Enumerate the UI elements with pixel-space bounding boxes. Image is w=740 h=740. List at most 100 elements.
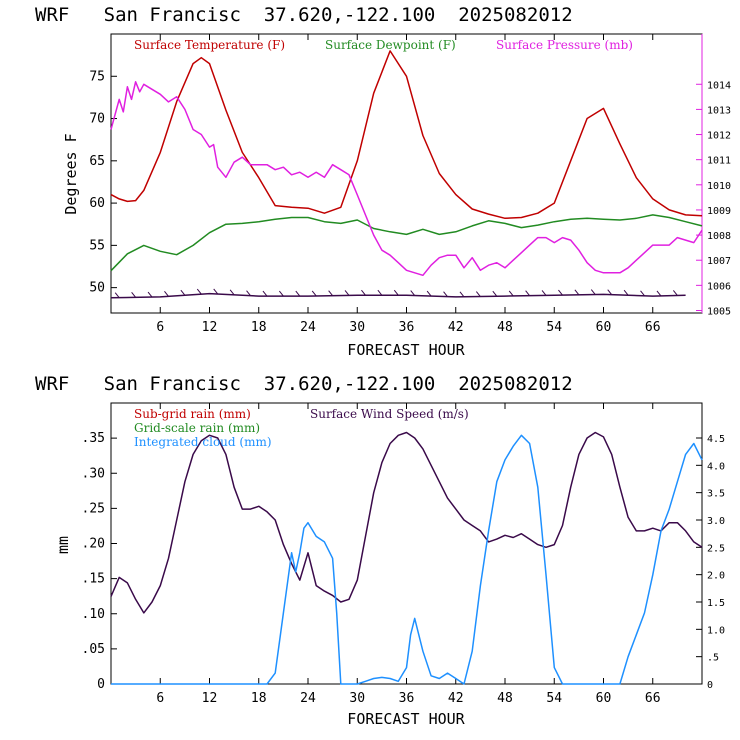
chart2-series <box>110 431 703 685</box>
y2-tick-label: 1006 <box>707 281 731 292</box>
wind-barb <box>361 289 366 296</box>
y2-tick-label: 0 <box>707 680 713 691</box>
y-tick-label: 65 <box>89 154 105 169</box>
y2-tick-label: 1007 <box>707 256 731 267</box>
chart1-series <box>110 50 703 299</box>
series-line-surface-temperature-f <box>110 50 703 220</box>
wind-barb <box>147 291 153 298</box>
x-tick-label: 66 <box>645 691 661 706</box>
y-tick-label: .25 <box>82 501 105 516</box>
wind-barb <box>229 289 235 296</box>
y2-tick-label: 1011 <box>707 156 731 167</box>
legend-grid-scale-rain: Grid-scale rain (mm) <box>134 421 260 435</box>
y2-tick-label: 1008 <box>707 231 731 242</box>
wind-barb <box>377 289 383 296</box>
legend-surface-wind-speed: Surface Wind Speed (m/s) <box>310 407 469 421</box>
wind-barb <box>541 290 547 296</box>
y-tick-label: 70 <box>89 112 105 127</box>
wind-barb <box>656 290 662 297</box>
x-tick-label: 12 <box>202 320 218 335</box>
y-tick-label: 60 <box>89 196 105 211</box>
y2-tick-label: 1010 <box>707 181 731 192</box>
y2-tick-label: 3.5 <box>707 489 725 500</box>
chart1-x-axis-label: FORECAST HOUR <box>347 341 465 359</box>
wind-barb <box>196 288 202 295</box>
x-tick-label: 42 <box>448 691 464 706</box>
chart1-y2-ticks: 1005 1006 1007 1008 1009 1010 1011 1012 1013 1014 <box>696 80 731 317</box>
precipitation-chart: WRF San Francisc 37.620,-122.100 2025082… <box>35 373 725 728</box>
y-tick-label: 50 <box>89 281 105 296</box>
chart2-y2-ticks: 0 .5 1.0 1.5 2.0 2.5 3.0 3.5 4.0 4.5 <box>696 434 725 691</box>
y-tick-label: .10 <box>82 607 105 622</box>
wind-barb <box>262 290 268 297</box>
wind-barb <box>672 290 678 296</box>
wind-barb <box>426 290 432 297</box>
y2-tick-label: 1013 <box>707 105 731 116</box>
wind-barb <box>443 291 448 297</box>
y-tick-label: 55 <box>89 238 105 253</box>
x-tick-label: 48 <box>497 691 513 706</box>
chart1-y-axis-label: Degrees F <box>62 133 80 214</box>
wind-barb <box>393 289 399 296</box>
wind-barb <box>525 290 531 296</box>
wind-barb <box>574 289 580 296</box>
wind-barb <box>180 289 186 296</box>
y-tick-label: .15 <box>82 572 105 587</box>
wind-barb <box>459 291 465 298</box>
wind-barb <box>344 290 350 296</box>
y2-tick-label: .5 <box>707 653 719 664</box>
wind-barb <box>114 292 120 298</box>
y2-tick-label: 1009 <box>707 206 731 217</box>
series-wind-barb-line <box>110 292 686 299</box>
legend-surface-dewpoint: Surface Dewpoint (F) <box>325 38 456 52</box>
y2-tick-label: 3.0 <box>707 516 725 527</box>
legend-sub-grid-rain: Sub-grid rain (mm) <box>134 407 251 421</box>
wind-barb <box>590 289 596 295</box>
chart2-title: WRF San Francisc 37.620,-122.100 2025082… <box>35 373 573 395</box>
chart2-y-ticks: 0 .05 .10 .15 .20 .25 .30 .35 <box>82 431 117 692</box>
chart1-y-ticks: 50 55 60 65 70 75 <box>89 69 117 296</box>
chart1-x-ticks: 6 12 18 24 30 36 42 48 54 60 66 <box>156 34 661 335</box>
y2-tick-label: 2.5 <box>707 543 725 554</box>
x-tick-label: 18 <box>251 320 267 335</box>
series-line-integrated-cloud-mm <box>111 434 703 685</box>
wind-barb <box>492 290 498 297</box>
y2-tick-label: 4.5 <box>707 434 725 445</box>
wind-barb <box>295 290 301 297</box>
chart2-x-ticks: 6 12 18 24 30 36 42 48 54 60 66 <box>156 403 661 706</box>
chart2-x-axis-label: FORECAST HOUR <box>347 710 465 728</box>
wind-barb <box>558 289 563 296</box>
x-tick-label: 54 <box>546 691 562 706</box>
wind-barb <box>131 292 137 298</box>
x-tick-label: 6 <box>156 691 164 706</box>
x-tick-label: 18 <box>251 691 267 706</box>
wind-barb <box>213 288 219 295</box>
series-line-surface-pressure-mb <box>110 81 703 277</box>
x-tick-label: 60 <box>596 691 612 706</box>
x-tick-label: 30 <box>349 691 365 706</box>
x-tick-label: 24 <box>300 320 316 335</box>
x-tick-label: 54 <box>546 320 562 335</box>
y2-tick-label: 1.0 <box>707 625 725 636</box>
y2-tick-label: 2.0 <box>707 571 725 582</box>
y-tick-label: .35 <box>82 431 105 446</box>
wind-barb <box>508 290 514 297</box>
legend-surface-temperature: Surface Temperature (F) <box>134 38 285 52</box>
wind-barb <box>246 290 251 296</box>
series-line-surface-dewpoint-f <box>110 214 703 272</box>
wind-barb <box>623 289 629 296</box>
y-tick-label: 75 <box>89 69 105 84</box>
x-tick-label: 6 <box>156 320 164 335</box>
x-tick-label: 66 <box>645 320 661 335</box>
wind-barb <box>311 290 317 297</box>
x-tick-label: 36 <box>399 320 415 335</box>
x-tick-label: 30 <box>349 320 365 335</box>
y-tick-label: .30 <box>82 466 105 481</box>
y-tick-label: .05 <box>82 642 105 657</box>
chart1-title: WRF San Francisc 37.620,-122.100 2025082… <box>35 4 573 26</box>
y2-tick-label: 1005 <box>707 306 731 317</box>
y-tick-label: 0 <box>97 677 105 692</box>
y2-tick-label: 1014 <box>707 80 731 91</box>
y2-tick-label: 4.0 <box>707 461 725 472</box>
